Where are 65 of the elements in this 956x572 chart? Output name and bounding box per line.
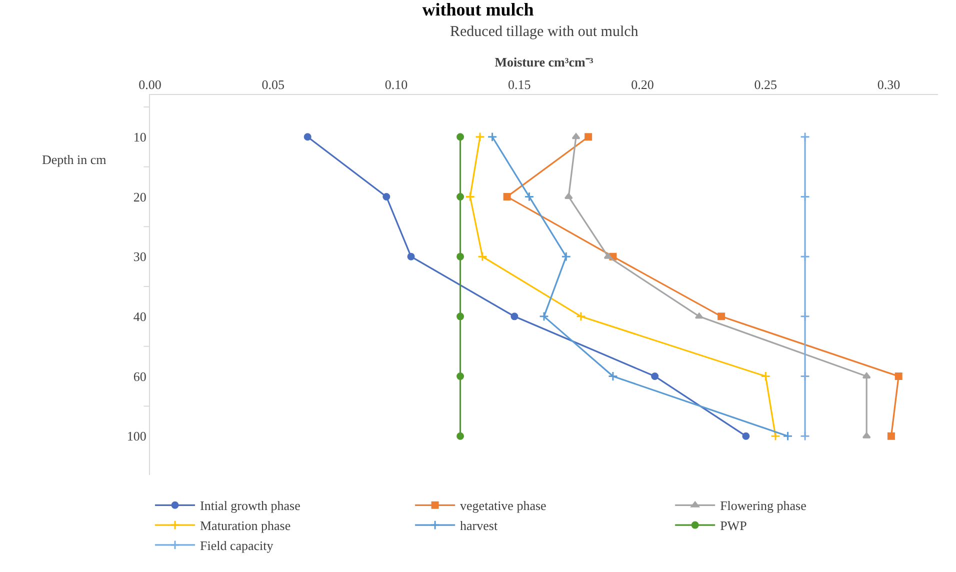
point [584, 133, 592, 141]
legend-label: Intial growth phase [200, 498, 301, 514]
x-tick-label: 0.20 [631, 76, 654, 92]
point [770, 431, 780, 442]
point [800, 132, 810, 142]
point [561, 252, 572, 262]
legend-label: Flowering phase [720, 498, 807, 514]
point [651, 372, 659, 380]
chart-title: without mulch [422, 0, 534, 20]
point [456, 133, 464, 141]
point [304, 133, 312, 141]
point [510, 312, 518, 320]
point [487, 132, 498, 142]
point [862, 432, 871, 438]
y-tick-label: 60 [133, 368, 146, 384]
point [800, 431, 810, 442]
y-tick-label: 100 [126, 428, 146, 444]
point [382, 192, 390, 200]
x-tick-label: 0.15 [508, 76, 531, 92]
point [475, 132, 485, 142]
point [800, 192, 810, 202]
legend-label: harvest [460, 518, 498, 534]
y-axis-title: Depth in cm [42, 152, 106, 167]
point [862, 372, 871, 379]
x-tick-label: 0.25 [754, 76, 778, 92]
point [782, 431, 793, 442]
point [456, 432, 464, 440]
point [894, 372, 902, 380]
point [477, 252, 488, 262]
point [524, 192, 534, 202]
point [800, 311, 810, 322]
y-tick-label: 30 [133, 249, 146, 264]
y-tick-label: 10 [133, 129, 146, 144]
point [694, 312, 704, 319]
x-tick-label: 0.00 [138, 76, 162, 92]
legend-label: Maturation phase [200, 518, 291, 534]
point [456, 192, 464, 200]
point [503, 192, 511, 200]
point [760, 371, 771, 382]
y-tick-label: 40 [133, 308, 146, 324]
chart-subtitle: Reduced tillage with out mulch [450, 24, 639, 40]
point [608, 371, 618, 382]
point [564, 192, 573, 199]
x-tick-label: 0.30 [877, 76, 900, 92]
legend-label: PWP [720, 518, 747, 534]
point [800, 252, 810, 262]
x-tick-label: 0.10 [384, 76, 408, 92]
point [456, 252, 464, 260]
x-tick-label: 0.05 [262, 76, 285, 92]
point [539, 311, 549, 322]
point [604, 252, 612, 259]
point [887, 432, 895, 440]
point [407, 252, 415, 260]
point [465, 192, 476, 202]
point [718, 312, 726, 320]
point [742, 432, 750, 440]
point [456, 372, 464, 380]
point [576, 311, 586, 322]
legend-label: Field capacity [200, 538, 274, 554]
y-tick-label: 20 [133, 189, 146, 204]
point [800, 371, 810, 382]
x-axis-title: Moisture cm³cm⁻³ [494, 54, 594, 70]
point [456, 312, 464, 320]
point [572, 133, 580, 140]
legend-label: vegetative phase [460, 498, 547, 514]
